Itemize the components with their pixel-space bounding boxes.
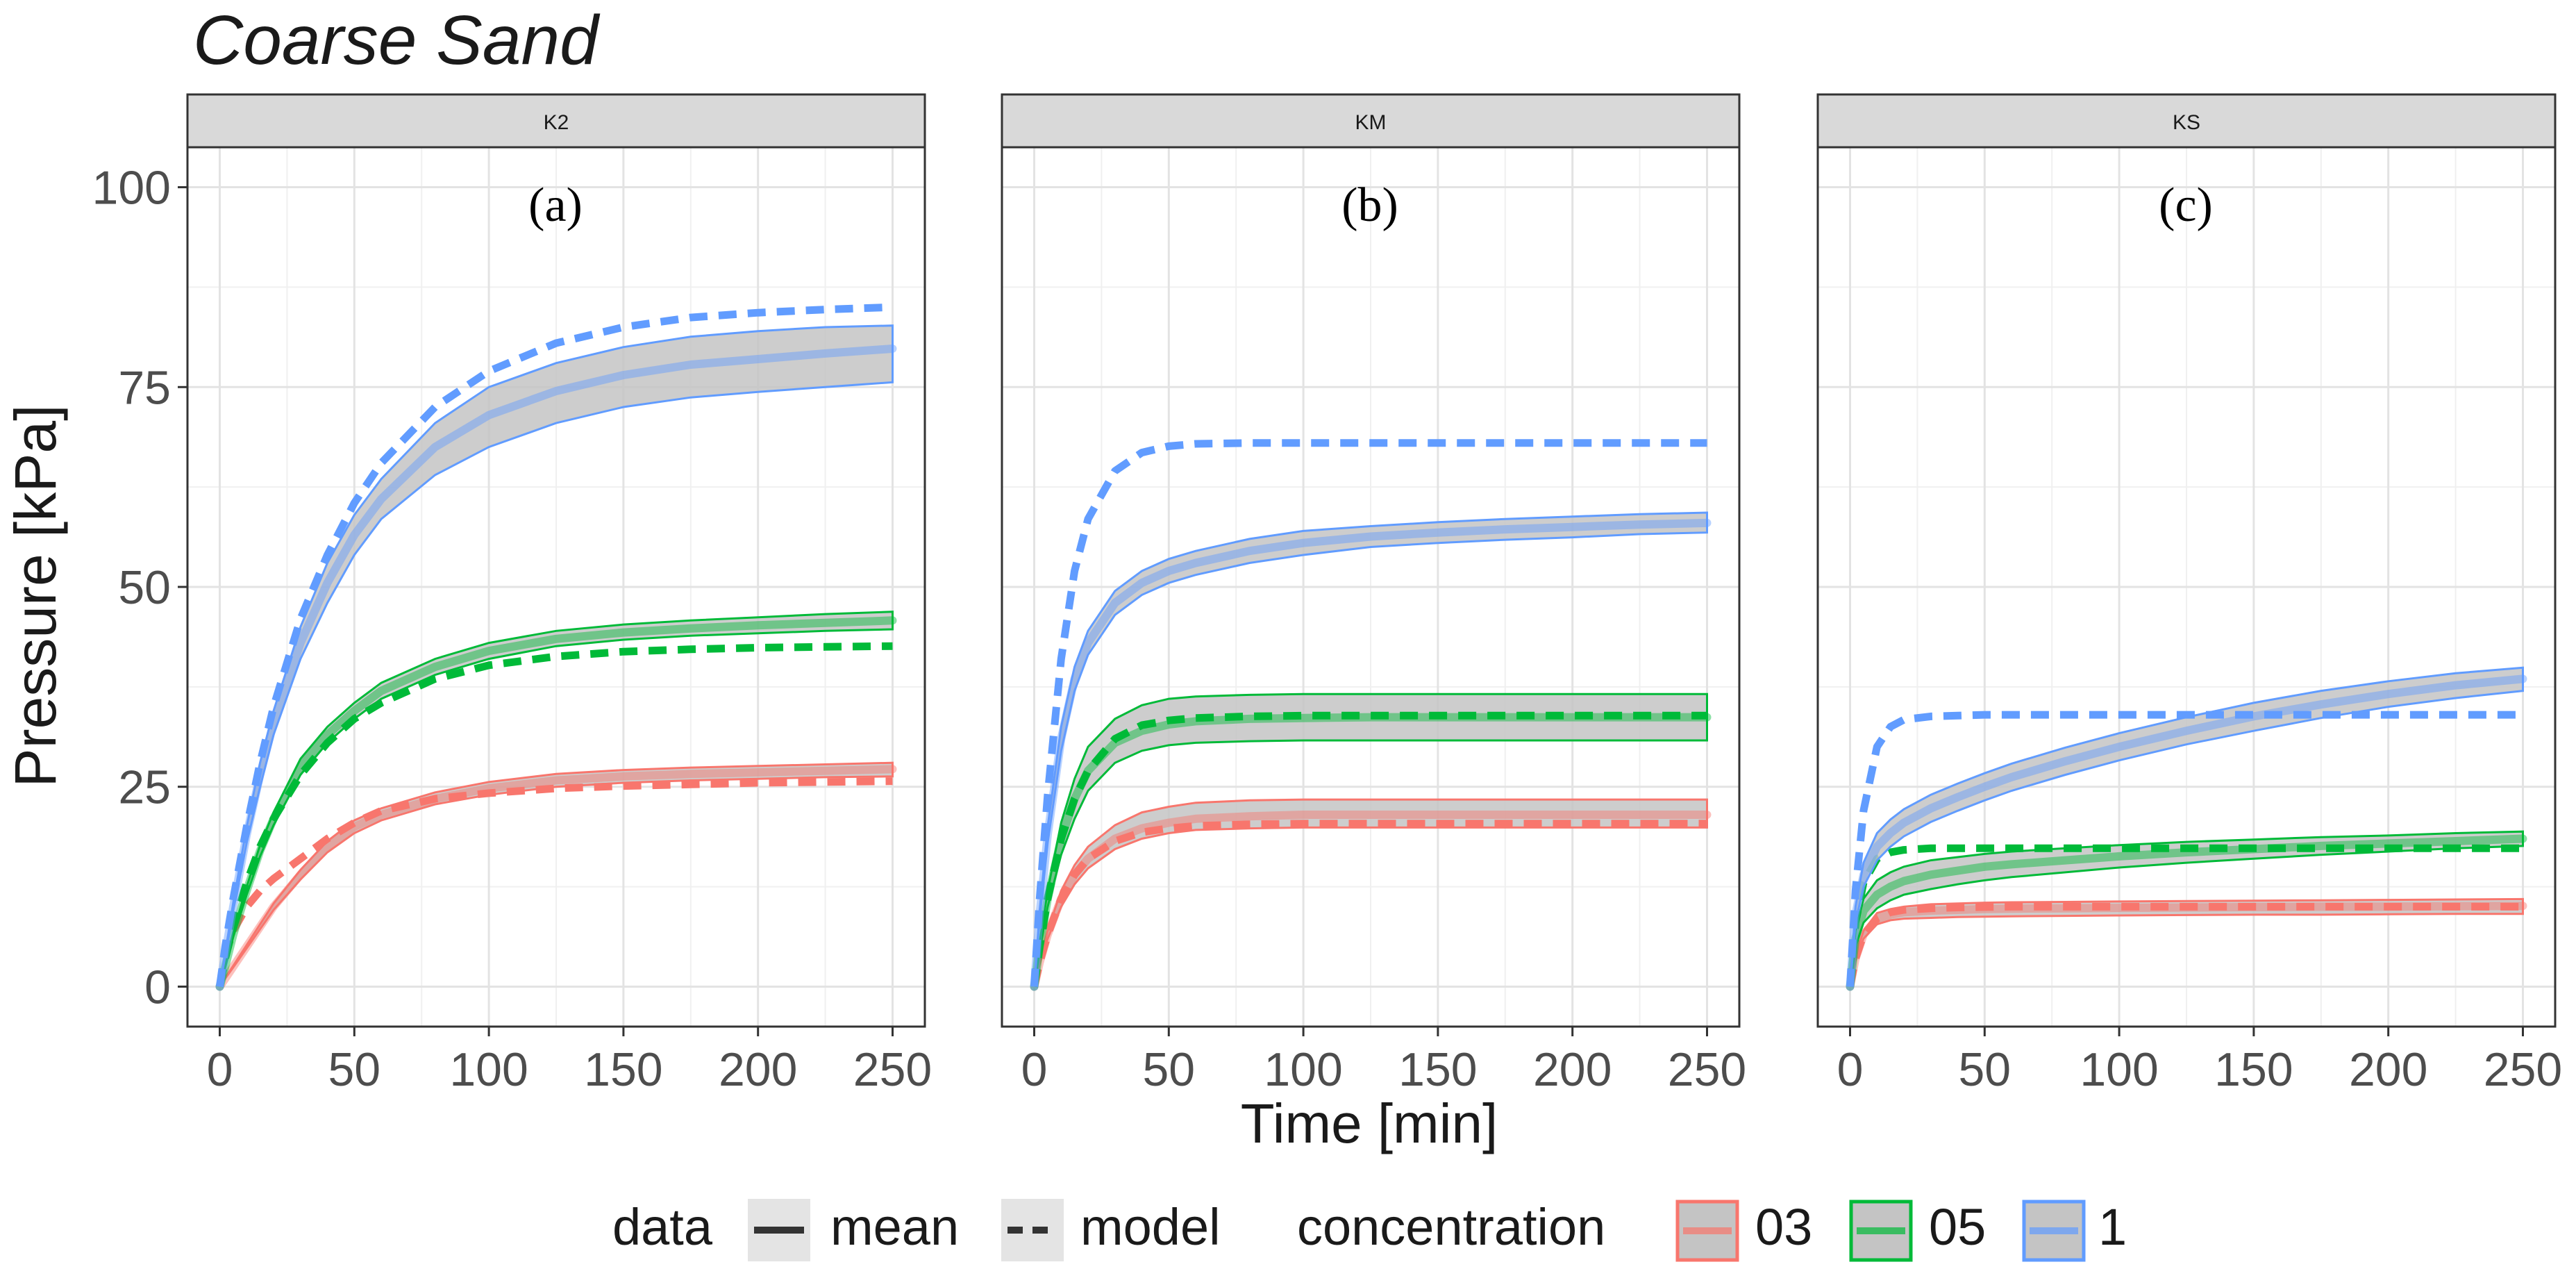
legend-label-model: model: [1080, 1198, 1221, 1256]
legend-data-title: data: [612, 1198, 713, 1256]
x-tick-label: 250: [1668, 1043, 1746, 1096]
band-1: [1033, 511, 1708, 987]
mean-line-1: [1030, 518, 1712, 991]
chart-title: Coarse Sand: [193, 1, 601, 79]
y-axis: 0 25 50 75 100: [92, 162, 187, 1013]
x-tick-label: 200: [719, 1043, 797, 1096]
model-line-05: [1030, 711, 1707, 988]
series-05: [215, 611, 897, 991]
y-tick-label: 0: [144, 961, 171, 1013]
legend-concentration-title: concentration: [1297, 1198, 1605, 1256]
model-line-05: [216, 642, 893, 988]
panel-km: KM (b) 0 50 100 150 200 250: [1001, 93, 1746, 1096]
x-axis-title: Time [min]: [1241, 1093, 1498, 1154]
panel-ks: KS (c) 0 50 100 150 200 250: [1816, 93, 2562, 1096]
x-tick-label: 150: [1398, 1043, 1477, 1096]
x-tick-label: 0: [207, 1043, 233, 1096]
x-tick-label: 50: [328, 1043, 380, 1096]
series-03: [215, 761, 897, 991]
panel-border: [1816, 146, 2557, 1028]
model-line-03: [216, 777, 893, 988]
legend-key-mean: [748, 1199, 810, 1261]
legend-label-mean: mean: [830, 1198, 959, 1256]
series-1: [215, 303, 897, 991]
x-tick-label: 100: [2080, 1043, 2158, 1096]
facet-strip-label: KM: [1355, 111, 1387, 134]
legend-key-03: [1675, 1200, 1739, 1262]
panel-k2: K2 (a) 0 50 100 150 200 250: [186, 93, 932, 1096]
x-tick-label: 150: [2214, 1043, 2293, 1096]
model-line-1: [1030, 439, 1707, 987]
y-axis-title: Pressure [kPa]: [3, 405, 68, 788]
panel-border: [1001, 146, 1741, 1028]
legend-label-03: 03: [1755, 1198, 1812, 1256]
x-tick-label: 200: [2349, 1043, 2427, 1096]
facet-strip: [186, 93, 926, 149]
facet-strip-label: KS: [2173, 111, 2200, 134]
legend: data mean model concentration 03 05: [612, 1198, 2127, 1262]
legend-label-1: 1: [2098, 1198, 2127, 1256]
model-line-1: [1846, 711, 2523, 987]
y-tick-label: 75: [118, 361, 171, 414]
series-1: [1030, 439, 1712, 991]
band-1: [1849, 666, 2524, 987]
mean-line-1: [1846, 674, 2527, 991]
legend-label-05: 05: [1929, 1198, 1986, 1256]
band-05: [1849, 830, 2524, 987]
band-03: [1033, 798, 1708, 987]
x-tick-label: 250: [853, 1043, 932, 1096]
y-tick-label: 25: [118, 761, 171, 814]
facet-strip: [1816, 93, 2557, 149]
x-tick-label: 250: [2484, 1043, 2562, 1096]
y-tick-label: 50: [118, 561, 171, 614]
band-03: [219, 761, 894, 988]
x-tick-label: 50: [1958, 1043, 2011, 1096]
x-tick-label: 100: [1264, 1043, 1342, 1096]
model-line-1: [216, 303, 893, 988]
series-05: [1030, 692, 1712, 991]
mean-line-1: [215, 345, 897, 991]
x-tick-label: 0: [1837, 1043, 1864, 1096]
legend-key-model: [1001, 1199, 1064, 1261]
x-tick-label: 50: [1142, 1043, 1195, 1096]
series-03: [1846, 897, 2527, 991]
y-tick-label: 100: [92, 162, 171, 215]
panel-label: (c): [2159, 179, 2213, 232]
model-line-03: [1030, 820, 1707, 988]
legend-key-1: [2022, 1200, 2086, 1262]
x-tick-label: 0: [1021, 1043, 1048, 1096]
series-03: [1030, 798, 1712, 991]
series-1: [1846, 666, 2527, 991]
legend-key-05: [1849, 1200, 1913, 1262]
model-line-03: [1846, 902, 2523, 988]
x-tick-label: 200: [1533, 1043, 1612, 1096]
facet-panels: K2 (a) 0 50 100 150 200 250 KM (b) 0 50 100 150 200 250…: [186, 93, 2562, 1096]
facet-strip: [1001, 93, 1741, 149]
panel-label: (b): [1341, 179, 1398, 232]
x-tick-label: 150: [584, 1043, 662, 1096]
x-tick-label: 100: [449, 1043, 528, 1096]
panel-label: (a): [528, 179, 583, 232]
mean-line-03: [1030, 811, 1712, 991]
facet-strip-label: K2: [544, 111, 569, 134]
